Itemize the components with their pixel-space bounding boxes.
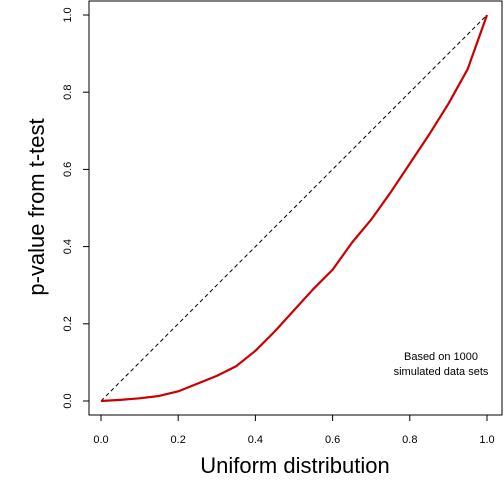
x-tick-label: 1.0 [479,434,494,446]
x-axis-title: Uniform distribution [200,453,390,478]
x-tick-label: 0.6 [325,434,340,446]
x-axis: 0.0 0.2 0.4 0.6 0.8 1.0 [93,414,495,446]
series-layer [100,14,489,403]
y-axis-title: p-value from t-test [24,118,49,295]
reference-line [100,14,488,402]
y-tick-label: 0.6 [62,162,74,177]
x-tick-label: 0.0 [93,434,108,446]
annotation-line: Based on 1000 [404,351,478,363]
annotation-line: simulated data sets [394,366,489,378]
y-tick-label: 0.2 [62,316,74,331]
y-axis: 0.0 0.2 0.4 0.6 0.8 1.0 [62,7,90,409]
y-tick-label: 1.0 [62,7,74,22]
x-tick-label: 0.8 [402,434,417,446]
x-tick-label: 0.2 [171,434,186,446]
y-tick-label: 0.4 [62,239,74,254]
series-line [100,14,489,403]
x-tick-label: 0.4 [248,434,263,446]
annotation: Based on 1000 simulated data sets [394,351,489,378]
y-tick-label: 0.8 [62,85,74,100]
y-tick-label: 0.0 [62,393,74,408]
